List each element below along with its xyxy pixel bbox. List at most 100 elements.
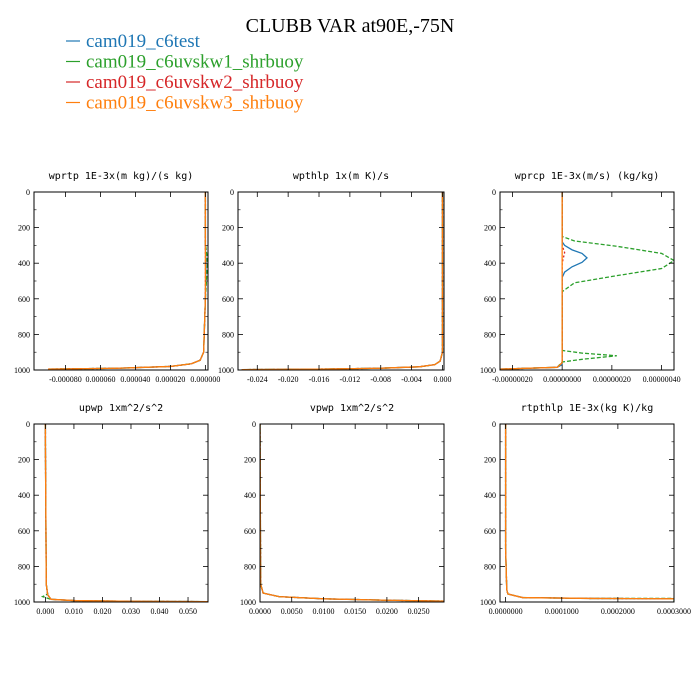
legend-item: cam019_c6uvskw2_shrbuoy bbox=[66, 72, 304, 93]
y-tick-label: 1000 bbox=[480, 598, 496, 607]
panel-1: wprtp 1E-3x(m kg)/(s kg) 0 200 400 600 800 100… bbox=[14, 171, 220, 384]
y-tick-label: 800 bbox=[18, 330, 30, 339]
y-tick-label: 800 bbox=[18, 562, 30, 571]
y-tick-label: 1000 bbox=[480, 366, 496, 375]
x-tick-label: 0.0002000 bbox=[601, 607, 635, 616]
x-tick-label: -0.000080 bbox=[49, 375, 82, 384]
y-tick-label: 600 bbox=[484, 527, 496, 536]
series-line-3 bbox=[500, 192, 566, 370]
y-tick-label: 200 bbox=[18, 456, 30, 465]
series-line-1 bbox=[44, 424, 208, 602]
x-tick-label: 0.000000 bbox=[190, 375, 220, 384]
x-tick-label: -0.024 bbox=[247, 375, 268, 384]
series-line-1 bbox=[241, 192, 444, 370]
series-group bbox=[40, 424, 208, 602]
series-line-3 bbox=[260, 424, 444, 602]
series-group bbox=[504, 424, 674, 602]
x-tick-label: -0.004 bbox=[401, 375, 422, 384]
panel-6: rtpthlp 1E-3x(kg K)/kg020040060080010000… bbox=[480, 403, 691, 616]
x-tick-label: 0.0100 bbox=[312, 607, 334, 616]
panel-4: upwp 1xm^2/s^2 0 200 400 600 800 1000 0.000 0.01… bbox=[14, 403, 209, 616]
legend-label: cam019_c6test bbox=[86, 31, 201, 52]
series-line-4 bbox=[500, 192, 563, 370]
x-tick-label: -0.016 bbox=[309, 375, 330, 384]
x-tick-label: 0.0250 bbox=[408, 607, 430, 616]
series-line-3 bbox=[47, 192, 207, 370]
x-tick-label: 0.00000000 bbox=[543, 375, 581, 384]
series-line-2 bbox=[40, 424, 208, 602]
y-tick-label: 0 bbox=[492, 188, 496, 197]
y-tick-label: 600 bbox=[222, 295, 234, 304]
x-tick-label: 0.0050 bbox=[281, 607, 303, 616]
y-tick-label: 0 bbox=[26, 188, 30, 197]
plot-frame bbox=[33, 423, 209, 603]
y-tick-label: 0 bbox=[26, 420, 30, 429]
x-tick-label: 0.030 bbox=[122, 607, 140, 616]
y-tick-label: 1000 bbox=[240, 598, 256, 607]
panel-title: wprcp 1E-3x(m/s) (kg/kg) bbox=[515, 171, 660, 182]
legend-label: cam019_c6uvskw2_shrbuoy bbox=[86, 72, 304, 93]
series-line-4 bbox=[241, 192, 444, 370]
x-tick-label: 0.00000020 bbox=[593, 375, 631, 384]
panel-3: wprcp 1E-3x(m/s) (kg/kg) 0 200 400 600 800 100… bbox=[480, 171, 681, 384]
y-tick-label: 400 bbox=[484, 491, 496, 500]
x-tick-label: 0.000040 bbox=[120, 375, 150, 384]
series-group bbox=[47, 192, 208, 370]
y-tick-label: 400 bbox=[484, 259, 496, 268]
series-line-2 bbox=[241, 192, 444, 370]
y-tick-label: 1000 bbox=[14, 366, 30, 375]
series-line-4 bbox=[47, 192, 207, 370]
x-tick-label: -0.00000020 bbox=[492, 375, 533, 384]
y-tick-label: 200 bbox=[484, 224, 496, 233]
y-tick-label: 0 bbox=[492, 420, 496, 429]
y-tick-label: 600 bbox=[244, 527, 256, 536]
legend-label: cam019_c6uvskw3_shrbuoy bbox=[86, 93, 304, 114]
y-tick-label: 200 bbox=[18, 224, 30, 233]
series-line-4 bbox=[504, 424, 674, 600]
panel-title: wprtp 1E-3x(m kg)/(s kg) bbox=[49, 171, 194, 182]
x-tick-label: -0.020 bbox=[278, 375, 299, 384]
legend-item: cam019_c6test bbox=[66, 31, 201, 52]
x-tick-label: 0.040 bbox=[151, 607, 169, 616]
x-tick-label: -0.008 bbox=[370, 375, 391, 384]
series-line-1 bbox=[500, 192, 588, 370]
y-tick-label: 200 bbox=[222, 224, 234, 233]
series-line-3 bbox=[241, 192, 444, 370]
legend-label: cam019_c6uvskw1_shrbuoy bbox=[86, 52, 304, 73]
panel-title: upwp 1xm^2/s^2 bbox=[79, 403, 163, 414]
x-tick-label: 0.00000040 bbox=[643, 375, 681, 384]
x-tick-label: 0.0150 bbox=[344, 607, 366, 616]
x-tick-label: 0.0000000 bbox=[489, 607, 523, 616]
series-line-1 bbox=[47, 192, 207, 370]
series-line-2 bbox=[500, 192, 674, 370]
plot-frame bbox=[499, 423, 675, 603]
panel-2: wpthlp 1x(m K)/s 0 200 400 600 800 1000 -0.024 -… bbox=[218, 171, 451, 384]
y-tick-label: 400 bbox=[222, 259, 234, 268]
legend: cam019_c6testcam019_c6uvskw1_shrbuoycam0… bbox=[66, 31, 304, 114]
panel-title: vpwp 1xm^2/s^2 bbox=[310, 403, 394, 414]
y-tick-label: 0 bbox=[230, 188, 234, 197]
x-tick-label: 0.000020 bbox=[155, 375, 185, 384]
series-line-2 bbox=[260, 424, 444, 602]
series-group bbox=[500, 192, 674, 370]
y-tick-label: 0 bbox=[252, 420, 256, 429]
y-tick-label: 200 bbox=[244, 456, 256, 465]
series-line-1 bbox=[504, 424, 674, 600]
series-line-2 bbox=[504, 424, 674, 602]
y-tick-label: 200 bbox=[484, 456, 496, 465]
y-tick-label: 600 bbox=[18, 295, 30, 304]
x-tick-label: 0.0000 bbox=[249, 607, 271, 616]
x-tick-label: 0.000 bbox=[433, 375, 451, 384]
x-tick-label: 0.050 bbox=[179, 607, 197, 616]
y-tick-label: 600 bbox=[18, 527, 30, 536]
series-line-3 bbox=[504, 424, 674, 600]
x-tick-label: 0.0003000 bbox=[657, 607, 691, 616]
y-tick-label: 1000 bbox=[218, 366, 234, 375]
legend-item: cam019_c6uvskw3_shrbuoy bbox=[66, 93, 304, 114]
y-tick-label: 800 bbox=[244, 562, 256, 571]
x-tick-label: 0.0200 bbox=[376, 607, 398, 616]
series-line-1 bbox=[260, 424, 444, 602]
y-tick-label: 400 bbox=[18, 259, 30, 268]
x-tick-label: 0.010 bbox=[65, 607, 83, 616]
